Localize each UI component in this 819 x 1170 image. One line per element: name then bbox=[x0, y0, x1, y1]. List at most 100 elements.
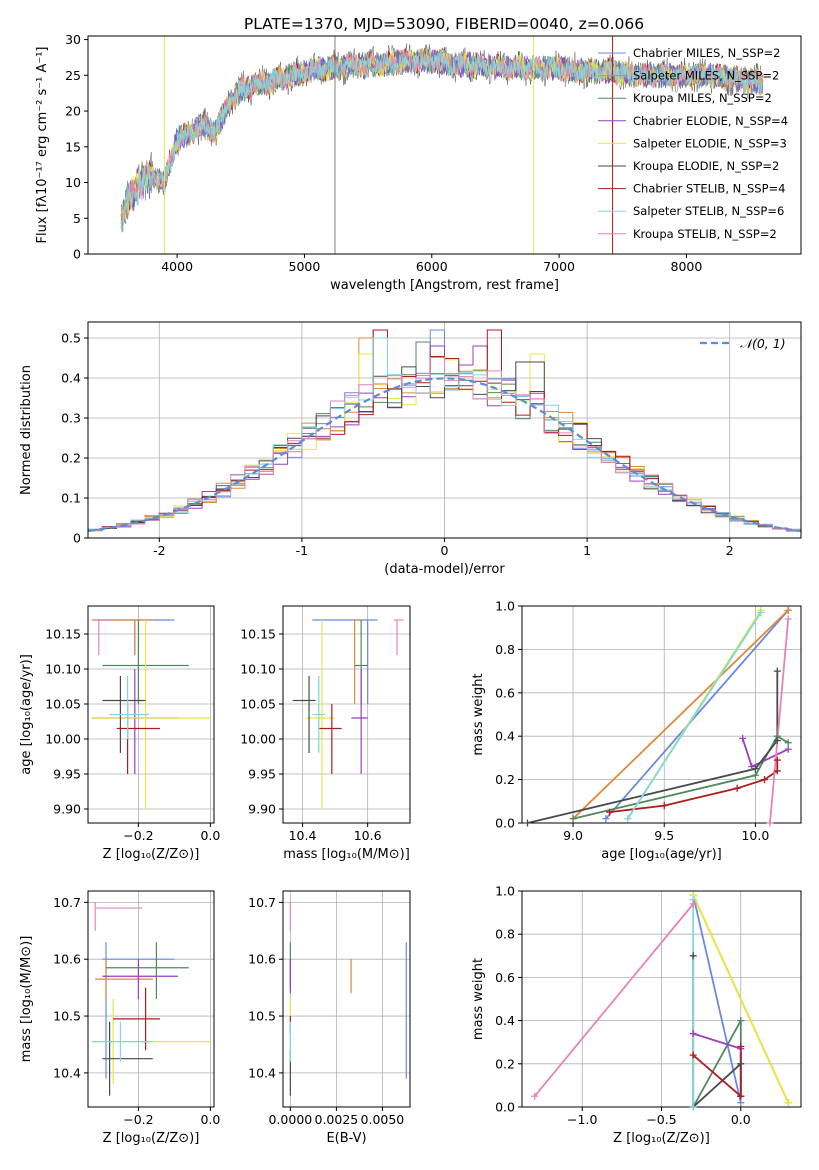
plot-area bbox=[88, 329, 801, 533]
weight-marker bbox=[689, 1051, 697, 1059]
weight-marker bbox=[784, 606, 792, 614]
charts-layer: 4000 5000 6000 7000 8000051015202530waveleng… bbox=[19, 32, 802, 1146]
axes-frame bbox=[87, 605, 215, 824]
y-tick-label: 1.0 bbox=[495, 599, 515, 614]
weight-marker bbox=[751, 771, 759, 779]
panel-residuals: -2 -1 0 1 2 0 0.1 0.2 0.3 0.4 0.5 (data-model)/erro… bbox=[19, 321, 802, 577]
x-tick-label: −0.2 bbox=[123, 1112, 153, 1127]
legend-label: Kroupa MILES, N_SSP=2 bbox=[633, 91, 772, 105]
y-tick-label: 10.15 bbox=[45, 627, 81, 642]
panel-weight-vs-Z: −1.0 −0.5 0.0 0.0 0.2 0.4 0.6 0.8 1.0 Z [log₁₀(Z/… bbox=[471, 884, 802, 1146]
weight-marker bbox=[773, 667, 781, 675]
weight-marker bbox=[751, 765, 759, 773]
y-tick-label: 10.5 bbox=[53, 1009, 81, 1024]
legend-label: 𝒩(0, 1) bbox=[740, 336, 786, 351]
y-tick-label: 0.8 bbox=[495, 927, 515, 942]
y-tick-label: 0.1 bbox=[61, 491, 81, 506]
y-tick-label: 10.05 bbox=[240, 697, 276, 712]
y-tick-label: 10.15 bbox=[240, 627, 276, 642]
weight-marker bbox=[784, 739, 792, 747]
weight-marker bbox=[531, 1092, 539, 1100]
y-axis-label: age [log₁₀(age/yr)] bbox=[19, 654, 34, 775]
y-axis-label: mass weight bbox=[471, 673, 486, 755]
y-tick-label: 1.0 bbox=[495, 884, 515, 899]
y-tick-label: 10.10 bbox=[240, 662, 276, 677]
legend-label: Chabrier ELODIE, N_SSP=4 bbox=[633, 114, 788, 128]
y-tick-label: 0.6 bbox=[495, 685, 515, 700]
y-tick-label: 10.7 bbox=[53, 895, 81, 910]
x-tick-label: 0.0 bbox=[200, 1112, 220, 1127]
weight-line-3 bbox=[741, 738, 789, 768]
x-tick-label: 9.5 bbox=[654, 828, 674, 843]
y-tick-label: 10.7 bbox=[248, 895, 276, 910]
weight-line-0 bbox=[605, 609, 789, 820]
y-tick-label: 10.00 bbox=[240, 732, 276, 747]
x-axis-label: E(B-V) bbox=[326, 1131, 366, 1146]
x-tick-label: 0.0050 bbox=[361, 1112, 405, 1127]
x-axis-label: Z [log₁₀(Z/Z⊙)] bbox=[613, 1131, 710, 1146]
y-tick-label: 9.90 bbox=[248, 802, 276, 817]
weight-marker bbox=[602, 815, 610, 823]
weight-marker bbox=[761, 776, 769, 784]
x-tick-label: 9.0 bbox=[563, 828, 583, 843]
y-tick-label: 20 bbox=[65, 104, 81, 119]
legend-label: Kroupa STELIB, N_SSP=2 bbox=[633, 227, 777, 241]
x-tick-label: 0.0 bbox=[731, 1112, 751, 1127]
plot-area bbox=[91, 902, 211, 1096]
y-tick-label: 30 bbox=[65, 32, 81, 47]
weight-marker bbox=[784, 745, 792, 753]
y-tick-label: 5 bbox=[73, 211, 81, 226]
weight-marker bbox=[737, 1092, 745, 1100]
plot-area bbox=[91, 619, 211, 809]
weight-marker bbox=[689, 952, 697, 960]
weight-marker bbox=[784, 615, 792, 623]
x-tick-label: −0.2 bbox=[123, 828, 153, 843]
legend-label: Chabrier MILES, N_SSP=2 bbox=[633, 46, 780, 60]
histogram-step-5 bbox=[88, 361, 801, 531]
legend-label: Kroupa ELODIE, N_SSP=2 bbox=[633, 159, 779, 173]
x-axis-label: mass [log₁₀(M/M⊙)] bbox=[283, 847, 410, 862]
weight-line-5 bbox=[692, 955, 742, 1107]
weight-line-0 bbox=[692, 895, 742, 1103]
spectrum-line-7 bbox=[120, 48, 764, 232]
weight-marker bbox=[773, 767, 781, 775]
y-axis-label: mass weight bbox=[471, 958, 486, 1040]
weight-marker bbox=[737, 1060, 745, 1068]
weight-marker bbox=[757, 609, 765, 617]
y-tick-label: 10.6 bbox=[248, 952, 276, 967]
y-tick-label: 0.2 bbox=[61, 451, 81, 466]
weight-line-8 bbox=[534, 903, 694, 1097]
x-axis-label: wavelength [Angstrom, rest frame] bbox=[330, 278, 559, 293]
y-tick-label: 0.4 bbox=[495, 1013, 515, 1028]
weight-marker bbox=[784, 1099, 792, 1107]
x-tick-label: 10.6 bbox=[354, 828, 382, 843]
axes-frame bbox=[521, 605, 802, 824]
y-tick-label: 15 bbox=[65, 139, 81, 154]
weight-marker bbox=[766, 819, 774, 827]
y-tick-label: 10.10 bbox=[45, 662, 81, 677]
weight-line-8 bbox=[769, 618, 790, 823]
panel-age-vs-Z: −0.2 0.0 9.90 9.95 10.00 10.05 10.10 10.15 Z [lo… bbox=[19, 605, 220, 862]
y-tick-label: 0 bbox=[73, 247, 81, 262]
y-tick-label: 0.2 bbox=[495, 1056, 515, 1071]
x-tick-label: 0 bbox=[441, 543, 449, 558]
y-tick-label: 9.95 bbox=[248, 767, 276, 782]
y-tick-label: 0.4 bbox=[61, 371, 81, 386]
panel-age-vs-mass: 10.4 10.6 9.90 9.95 10.00 10.05 10.10 10.15 mass… bbox=[240, 605, 411, 862]
weight-line-1 bbox=[572, 609, 789, 820]
figure-title: PLATE=1370, MJD=53090, FIBERID=0040, z=0… bbox=[244, 15, 644, 33]
x-axis-label: age [log₁₀(age/yr)] bbox=[601, 847, 722, 862]
weight-marker bbox=[689, 1030, 697, 1038]
histogram-step-8 bbox=[88, 357, 801, 532]
plot-area bbox=[292, 619, 404, 809]
y-tick-label: 0.3 bbox=[61, 411, 81, 426]
legend-label: Salpeter MILES, N_SSP=2 bbox=[633, 69, 779, 83]
y-tick-label: 0 bbox=[73, 531, 81, 546]
weight-marker bbox=[523, 819, 531, 827]
x-tick-label: 4000 bbox=[161, 259, 193, 274]
weight-marker bbox=[737, 1043, 745, 1051]
x-axis-label: Z [log₁₀(Z/Z⊙)] bbox=[103, 847, 200, 862]
y-tick-label: 0.4 bbox=[495, 729, 515, 744]
x-tick-label: -2 bbox=[153, 543, 165, 558]
x-tick-label: 6000 bbox=[416, 259, 448, 274]
